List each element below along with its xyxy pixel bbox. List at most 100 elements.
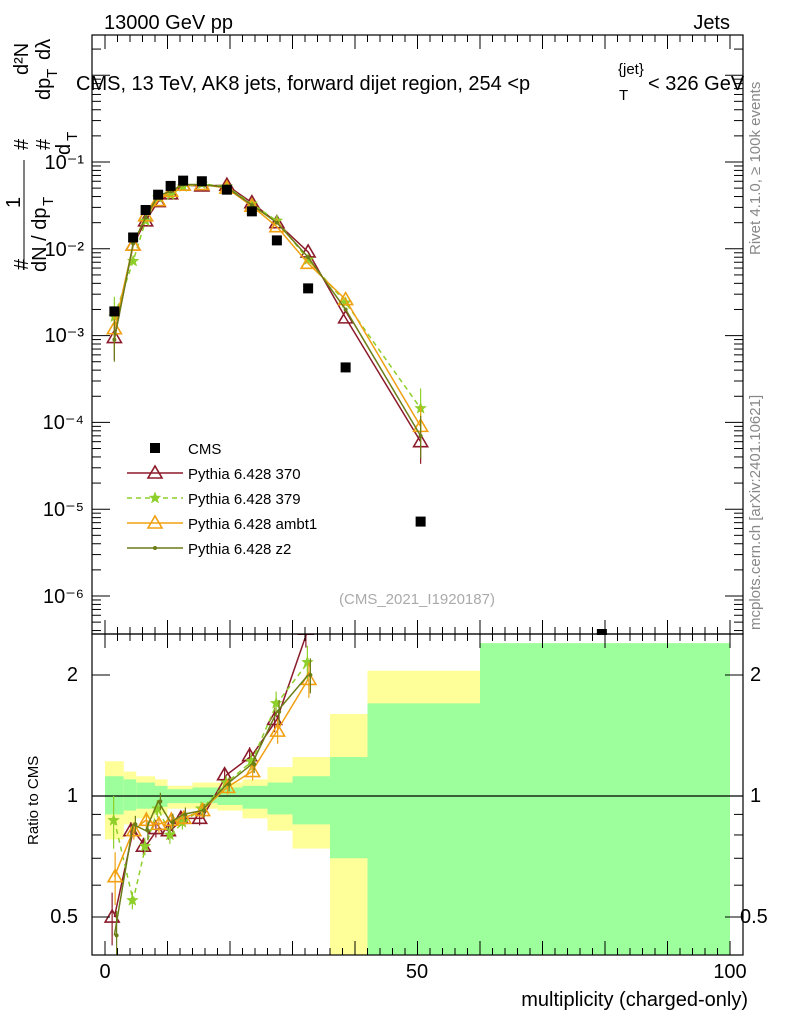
mc-point-3-9 <box>274 220 279 225</box>
ytitle-hash-1: # <box>11 258 33 270</box>
ratio-line-1 <box>113 661 309 901</box>
band-green-0 <box>105 776 124 815</box>
cms-point-0 <box>109 306 120 317</box>
mc-point-3-0 <box>112 337 117 342</box>
ratio-point-1-4 <box>163 828 177 841</box>
xtick-0: 0 <box>99 961 110 983</box>
ytitle-dn-dpt: dN / dp <box>29 208 51 272</box>
title-sub: T <box>619 87 628 104</box>
top-y-tick-labels: 10⁻⁶ 10⁻⁵ 10⁻⁴ 10⁻³ 10⁻² 10⁻¹ <box>43 152 85 608</box>
ratio-point-0-7 <box>216 766 234 781</box>
axes <box>91 34 744 956</box>
band-green-1 <box>123 779 137 811</box>
legend-label-2: Pythia 6.428 379 <box>188 491 301 508</box>
ratio-point-3-2 <box>145 828 150 833</box>
ytick-1e-6: 10⁻⁶ <box>43 586 84 608</box>
cms-point-6 <box>196 176 207 187</box>
ratio-point-0-0 <box>103 908 121 923</box>
mc-point-3-2 <box>143 215 148 220</box>
rtick-0.5-left: 0.5 <box>50 906 78 928</box>
ratio-point-3-9 <box>277 709 282 714</box>
ytick-1e-2: 10⁻² <box>45 239 85 261</box>
ratio-point-3-3 <box>158 799 163 804</box>
ratio-series <box>103 634 318 955</box>
band-green-8 <box>267 782 293 815</box>
ratio-point-1-10 <box>301 655 314 668</box>
mc-line-0 <box>113 184 422 443</box>
ratio-point-2-1 <box>125 822 143 837</box>
mc-point-3-10 <box>306 255 311 260</box>
band-green-7 <box>242 785 268 809</box>
ratio-line-3 <box>113 674 309 936</box>
ratio-line-2 <box>113 679 309 877</box>
cms-point-12 <box>415 516 426 527</box>
ytitle-dp-sub: T <box>44 69 61 78</box>
ratio-point-1-1 <box>125 893 139 906</box>
cms-point-edge <box>596 629 607 635</box>
ratio-point-2-8 <box>244 763 262 778</box>
ratio-point-1-9 <box>269 696 283 709</box>
ytick-1e-3: 10⁻³ <box>45 325 85 347</box>
ratio-point-3-0 <box>114 933 119 938</box>
ytitle-dlambda: dλ <box>33 39 55 60</box>
title-main: CMS, 13 TeV, AK8 jets, forward dijet reg… <box>76 73 530 95</box>
cms-point-10 <box>303 283 314 294</box>
band-green-9 <box>292 776 330 825</box>
ratio-point-1-0 <box>107 813 120 826</box>
legend-marker-2 <box>148 491 162 504</box>
plot-title: CMS, 13 TeV, AK8 jets, forward dijet reg… <box>76 61 745 104</box>
legend-label-0: CMS <box>188 441 221 458</box>
rtick-2-right: 2 <box>750 664 761 686</box>
ratio-point-0-10 <box>297 634 315 635</box>
ytitle-d2n: d²N <box>11 43 33 75</box>
mc-line-3 <box>113 183 422 437</box>
ytick-1e-4: 10⁻⁴ <box>43 412 84 434</box>
ytitle-d-sub: T <box>64 132 81 141</box>
title-end: < 326 GeV <box>648 73 745 95</box>
ratio-point-3-10 <box>308 672 313 677</box>
band-green-5 <box>192 787 218 804</box>
ytitle-dn-dpt-sub: T <box>40 197 57 206</box>
mc-point-3-8 <box>249 202 254 207</box>
cms-point-11 <box>340 362 351 373</box>
xtick-50: 50 <box>406 961 428 983</box>
ytick-1e-5: 10⁻⁵ <box>43 499 84 521</box>
legend-label-1: Pythia 6.428 370 <box>188 466 301 483</box>
legend-label-4: Pythia 6.428 z2 <box>188 541 291 558</box>
xtick-100: 100 <box>713 961 746 983</box>
rtick-0.5-right: 0.5 <box>740 906 768 928</box>
header-energy: 13000 GeV pp <box>104 12 233 34</box>
ratio-point-1-8 <box>244 754 258 767</box>
ratio-point-3-7 <box>227 782 232 787</box>
mc-point-3-11 <box>343 307 348 312</box>
ratio-point-1-2 <box>138 839 152 852</box>
cms-point-9 <box>271 235 282 246</box>
legend-marker-3 <box>146 514 164 529</box>
rtick-1-left: 1 <box>67 785 78 807</box>
ratio-point-3-5 <box>183 812 188 817</box>
ytitle-d: d <box>53 144 75 155</box>
top-y-axis-title: # 1 dN / dp T # # d T d²N dp T dλ <box>3 39 81 272</box>
title-sup: {jet} <box>618 61 644 78</box>
mc-point-3-1 <box>131 241 136 246</box>
band-green-12 <box>480 643 730 955</box>
mc-point-2-11 <box>337 290 355 306</box>
x-axis-title: multiplicity (charged-only) <box>521 989 748 1011</box>
cms-point-1 <box>128 232 139 243</box>
mc-line-1 <box>113 183 422 409</box>
legend-marker-1 <box>146 464 164 479</box>
header-jets: Jets <box>693 12 730 34</box>
ratio-point-2-3 <box>150 815 168 831</box>
main-series <box>105 175 607 634</box>
ratio-point-3-1 <box>133 822 138 827</box>
cms-point-5 <box>178 175 189 186</box>
ratio-point-3-8 <box>252 762 257 767</box>
ratio-point-2-6 <box>194 801 212 817</box>
ratio-point-2-5 <box>175 809 193 825</box>
legend-label-3: Pythia 6.428 ambt1 <box>188 516 317 533</box>
ratio-point-3-6 <box>202 808 207 813</box>
band-green-10 <box>330 757 368 859</box>
cms-point-7 <box>221 184 232 195</box>
ytick-1e-1: 10⁻¹ <box>45 152 85 174</box>
